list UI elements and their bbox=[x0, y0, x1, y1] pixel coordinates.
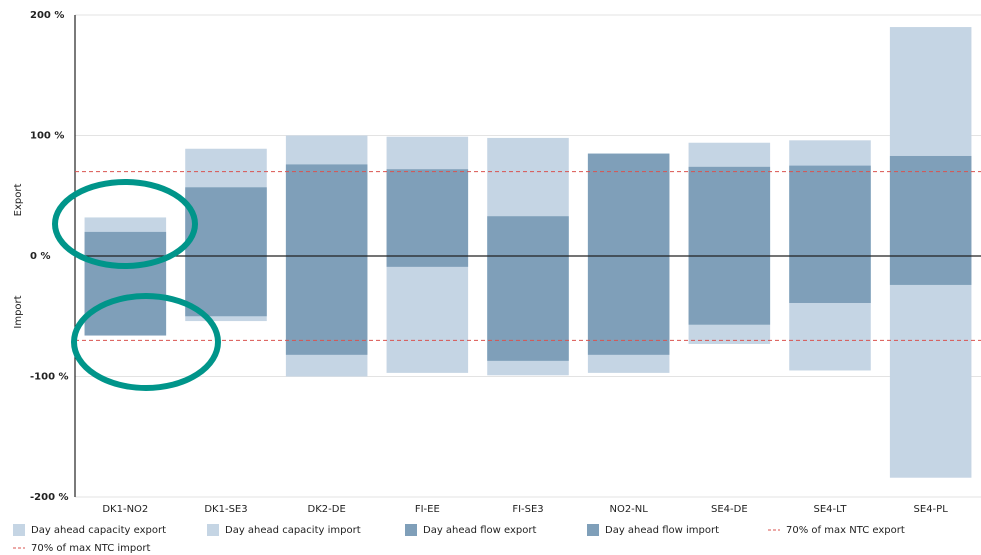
y-tick-label: 200 % bbox=[30, 10, 64, 21]
y-tick-label: 0 % bbox=[30, 251, 50, 262]
x-tick-label: DK1-NO2 bbox=[102, 504, 148, 515]
legend-swatch bbox=[405, 524, 417, 536]
legend-label: Day ahead flow export bbox=[423, 525, 536, 536]
x-tick-label: NO2-NL bbox=[609, 504, 648, 515]
bar bbox=[487, 256, 569, 361]
bar bbox=[889, 155, 972, 256]
bar bbox=[185, 256, 267, 317]
bar bbox=[185, 187, 267, 256]
bar bbox=[386, 256, 469, 373]
y-label-export: Export bbox=[13, 184, 24, 217]
bar bbox=[84, 231, 167, 256]
x-tick-label: SE4-PL bbox=[914, 504, 949, 515]
bar bbox=[889, 256, 972, 478]
bar bbox=[789, 165, 871, 256]
legend-label: Day ahead flow import bbox=[605, 525, 719, 536]
y-tick-label: -100 % bbox=[30, 372, 69, 383]
legend-label: 70% of max NTC import bbox=[31, 543, 150, 554]
legend-swatch bbox=[207, 524, 219, 536]
bar bbox=[587, 153, 670, 256]
x-tick-label: SE4-DE bbox=[711, 504, 748, 515]
legend-swatch bbox=[587, 524, 599, 536]
bar bbox=[889, 256, 972, 285]
y-tick-label: 100 % bbox=[30, 131, 64, 142]
bar bbox=[285, 256, 368, 355]
highlight-ellipse bbox=[52, 179, 198, 269]
x-tick-label: SE4-LT bbox=[814, 504, 848, 515]
legend-label: 70% of max NTC export bbox=[786, 525, 905, 536]
bar bbox=[688, 166, 771, 256]
x-tick-label: FI-EE bbox=[415, 504, 440, 515]
legend-label: Day ahead capacity import bbox=[225, 525, 361, 536]
bar bbox=[688, 256, 771, 325]
x-tick-label: FI-SE3 bbox=[512, 504, 543, 515]
bar bbox=[386, 256, 469, 267]
bar bbox=[587, 256, 670, 355]
bar bbox=[386, 169, 469, 256]
highlight-ellipse bbox=[71, 293, 221, 391]
bar bbox=[285, 164, 368, 256]
x-tick-label: DK1-SE3 bbox=[204, 504, 247, 515]
bar bbox=[789, 256, 871, 303]
bar bbox=[487, 216, 569, 256]
plot-area: -200 % -100 % 0 % 100 % 200 % DK1-NO2 DK1-SE3 D… bbox=[30, 10, 981, 515]
legend-label: Day ahead capacity export bbox=[31, 525, 166, 536]
legend-swatch bbox=[13, 524, 25, 536]
y-tick-label: -200 % bbox=[30, 492, 69, 503]
x-tick-label: DK2-DE bbox=[308, 504, 346, 515]
y-label-import: Import bbox=[13, 295, 24, 328]
